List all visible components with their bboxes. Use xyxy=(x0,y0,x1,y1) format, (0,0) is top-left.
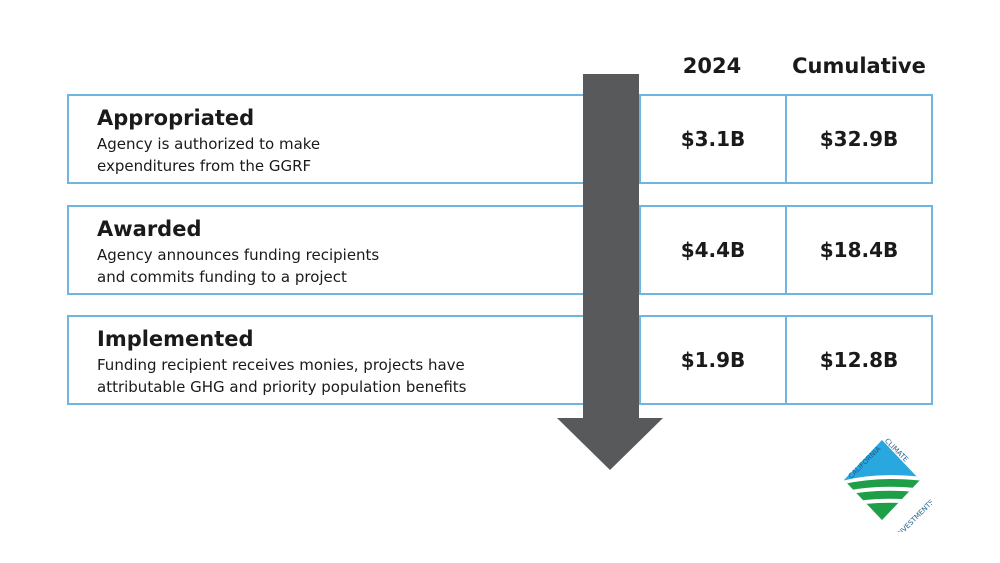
california-climate-investments-logo: CALIFORNIA CLIMATE INVESTMENTS xyxy=(844,437,932,532)
row-text: Implemented Funding recipient receives m… xyxy=(97,327,567,398)
value-cumulative: $12.8B xyxy=(819,348,899,372)
column-divider xyxy=(785,96,787,182)
column-header-2024: 2024 xyxy=(682,54,742,78)
value-2024: $4.4B xyxy=(680,238,746,262)
row-description: Funding recipient receives monies, proje… xyxy=(97,354,567,398)
row-description-line: Funding recipient receives monies, proje… xyxy=(97,356,465,374)
row-description: Agency is authorized to make expenditure… xyxy=(97,133,567,177)
row-text: Awarded Agency announces funding recipie… xyxy=(97,217,567,288)
row-description: Agency announces funding recipients and … xyxy=(97,244,567,288)
row-title: Awarded xyxy=(97,217,202,241)
value-cumulative: $18.4B xyxy=(819,238,899,262)
value-cumulative: $32.9B xyxy=(819,127,899,151)
row-description-line: Agency announces funding recipients xyxy=(97,246,380,264)
column-header-cumulative: Cumulative xyxy=(792,54,926,78)
column-divider xyxy=(785,207,787,293)
row-title: Implemented xyxy=(97,327,254,351)
column-divider xyxy=(639,207,641,293)
row-title: Appropriated xyxy=(97,106,255,130)
row-implemented: Implemented Funding recipient receives m… xyxy=(67,315,933,405)
row-description-line: attributable GHG and priority population… xyxy=(97,378,467,396)
row-description-line: Agency is authorized to make xyxy=(97,135,321,153)
row-awarded: Awarded Agency announces funding recipie… xyxy=(67,205,933,295)
row-appropriated: Appropriated Agency is authorized to mak… xyxy=(67,94,933,184)
down-arrow-icon xyxy=(557,74,663,470)
value-2024: $1.9B xyxy=(680,348,746,372)
logo-text-investments: INVESTMENTS xyxy=(895,498,932,532)
row-text: Appropriated Agency is authorized to mak… xyxy=(97,106,567,177)
column-divider xyxy=(639,317,641,403)
column-divider xyxy=(785,317,787,403)
value-2024: $3.1B xyxy=(680,127,746,151)
row-description-line: expenditures from the GGRF xyxy=(97,157,312,175)
row-description-line: and commits funding to a project xyxy=(97,268,347,286)
column-divider xyxy=(639,96,641,182)
